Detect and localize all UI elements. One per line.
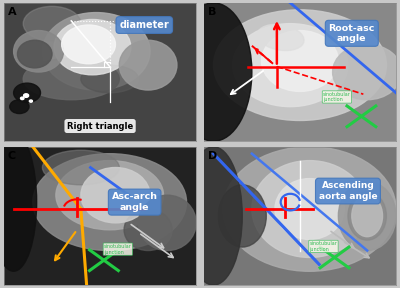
Text: Ascending
aorta angle: Ascending aorta angle bbox=[319, 181, 377, 201]
Ellipse shape bbox=[223, 147, 396, 271]
Ellipse shape bbox=[14, 83, 40, 103]
Ellipse shape bbox=[119, 40, 177, 90]
Ellipse shape bbox=[233, 24, 348, 107]
Ellipse shape bbox=[14, 31, 64, 72]
Ellipse shape bbox=[214, 10, 386, 120]
Ellipse shape bbox=[124, 209, 172, 251]
Ellipse shape bbox=[252, 161, 367, 257]
Ellipse shape bbox=[175, 3, 252, 141]
Text: sinotubular
junction: sinotubular junction bbox=[310, 241, 338, 252]
Ellipse shape bbox=[62, 25, 116, 64]
Ellipse shape bbox=[42, 13, 150, 90]
Text: sinotubular
junction: sinotubular junction bbox=[323, 92, 351, 102]
Ellipse shape bbox=[348, 192, 386, 240]
Ellipse shape bbox=[42, 150, 119, 185]
Ellipse shape bbox=[262, 31, 338, 91]
Ellipse shape bbox=[338, 181, 396, 251]
Circle shape bbox=[24, 94, 28, 97]
Text: sinotubular
junction: sinotubular junction bbox=[104, 244, 132, 255]
Text: Asc-arch
angle: Asc-arch angle bbox=[112, 192, 158, 212]
Ellipse shape bbox=[0, 133, 37, 271]
Ellipse shape bbox=[23, 6, 81, 41]
Circle shape bbox=[20, 97, 24, 100]
Ellipse shape bbox=[81, 65, 138, 93]
Ellipse shape bbox=[10, 100, 29, 113]
Ellipse shape bbox=[352, 195, 382, 237]
Ellipse shape bbox=[33, 154, 186, 251]
Text: Right triangle: Right triangle bbox=[67, 122, 133, 130]
Ellipse shape bbox=[218, 185, 266, 247]
Text: diameter: diameter bbox=[119, 20, 169, 30]
Ellipse shape bbox=[138, 195, 196, 251]
Ellipse shape bbox=[332, 44, 400, 100]
Circle shape bbox=[29, 100, 32, 102]
Text: C: C bbox=[8, 151, 16, 161]
Ellipse shape bbox=[23, 58, 119, 100]
Ellipse shape bbox=[185, 147, 242, 285]
Ellipse shape bbox=[257, 24, 304, 51]
Ellipse shape bbox=[56, 161, 164, 230]
Text: D: D bbox=[208, 151, 217, 161]
Text: Root-asc
angle: Root-asc angle bbox=[329, 24, 375, 43]
Text: B: B bbox=[208, 7, 216, 17]
Ellipse shape bbox=[18, 40, 52, 68]
Text: A: A bbox=[8, 7, 16, 17]
Ellipse shape bbox=[54, 20, 131, 75]
Ellipse shape bbox=[275, 179, 344, 239]
Ellipse shape bbox=[81, 168, 150, 223]
